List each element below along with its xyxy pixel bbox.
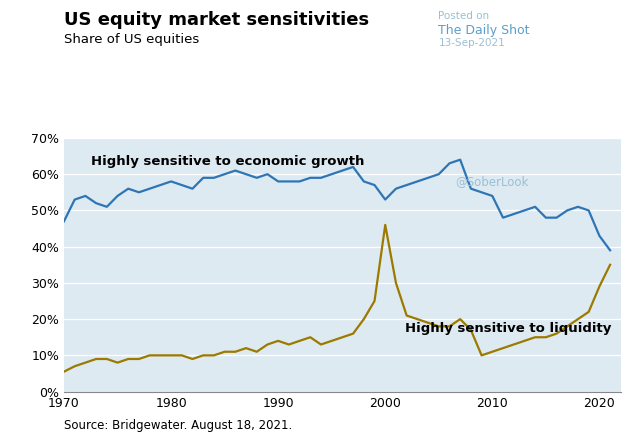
Text: US equity market sensitivities: US equity market sensitivities <box>64 11 369 29</box>
Text: The Daily Shot: The Daily Shot <box>438 24 530 37</box>
Text: Highly sensitive to economic growth: Highly sensitive to economic growth <box>91 155 364 168</box>
Text: @SoberLook: @SoberLook <box>455 175 528 188</box>
Text: Source: Bridgewater. August 18, 2021.: Source: Bridgewater. August 18, 2021. <box>64 419 292 432</box>
Text: 13-Sep-2021: 13-Sep-2021 <box>438 38 505 48</box>
Text: Share of US equities: Share of US equities <box>64 33 199 46</box>
Text: Posted on: Posted on <box>438 11 490 21</box>
Text: Highly sensitive to liquidity: Highly sensitive to liquidity <box>404 322 611 335</box>
